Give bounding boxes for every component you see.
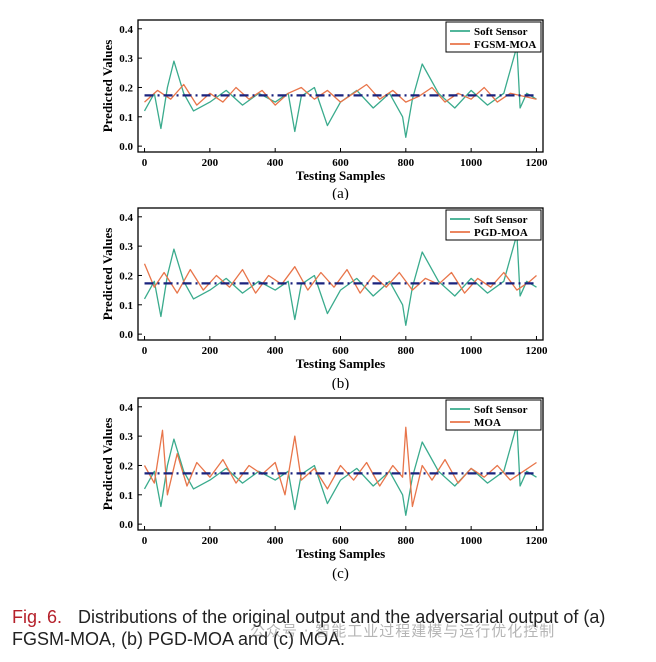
series-line-soft-sensor: [143, 233, 537, 326]
x-tick-label: 1200: [525, 157, 548, 169]
x-tick-label: 600: [332, 345, 349, 357]
y-tick-label: 0.3: [119, 241, 133, 253]
x-tick-label: 200: [202, 157, 219, 169]
y-tick-label: 0.1: [119, 490, 133, 502]
chart-panel-b: 0 200 400 600 800 1000 1200 0.0 0.1 0.2 0.3 0.4 Test…: [0, 200, 656, 392]
series-line-adversarial: [143, 263, 537, 294]
legend-box: [445, 21, 542, 53]
y-tick-label: 0.1: [119, 300, 133, 312]
x-tick-label: 400: [267, 157, 284, 169]
legend-box: [445, 209, 542, 241]
y-axis-label: Predicted Values: [100, 418, 115, 511]
series-line-soft-sensor: [143, 45, 537, 138]
panel-label: (a): [332, 186, 349, 200]
x-tick-label: 600: [332, 157, 349, 169]
x-tick-label: 800: [398, 535, 415, 547]
series-line-adversarial: [143, 426, 537, 508]
chart-panel-a: 0 200 400 600 800 1000 1200 0.0 0.1 0.2 0.3 0.4 Test…: [0, 0, 656, 202]
series-line-soft-sensor: [143, 423, 537, 516]
x-tick-label: 1200: [525, 345, 548, 357]
y-tick-label: 0.3: [119, 431, 133, 443]
x-tick-label: 0: [142, 535, 148, 547]
legend-label: Soft Sensor: [474, 26, 528, 38]
panel-label: (c): [332, 566, 349, 582]
y-tick-label: 0.0: [119, 141, 133, 153]
y-tick-label: 0.1: [119, 112, 133, 124]
y-tick-label: 0.0: [119, 519, 133, 531]
legend-label: MOA: [474, 417, 501, 429]
legend-label: PGD-MOA: [474, 227, 528, 239]
y-axis-label: Predicted Values: [100, 228, 115, 321]
x-tick-label: 800: [398, 345, 415, 357]
x-axis-label: Testing Samples: [296, 356, 385, 371]
x-tick-label: 400: [267, 535, 284, 547]
x-tick-label: 200: [202, 345, 219, 357]
x-tick-label: 0: [142, 157, 148, 169]
legend-box: [445, 399, 542, 431]
y-tick-label: 0.4: [119, 24, 133, 36]
x-axis-label: Testing Samples: [296, 168, 385, 183]
x-tick-label: 200: [202, 535, 219, 547]
chart-a-svg: 0 200 400 600 800 1000 1200 0.0 0.1 0.2 0.3 0.4 Test…: [100, 19, 548, 202]
x-tick-label: 400: [267, 345, 284, 357]
legend-label: Soft Sensor: [474, 214, 528, 226]
x-tick-label: 0: [142, 345, 148, 357]
y-tick-label: 0.2: [119, 82, 133, 94]
legend-label: Soft Sensor: [474, 404, 528, 416]
caption-text: Distributions of the original output and…: [12, 607, 606, 649]
x-tick-label: 1000: [460, 535, 483, 547]
legend-label: FGSM-MOA: [474, 39, 536, 51]
series-line-adversarial: [144, 83, 537, 106]
y-tick-label: 0.3: [119, 53, 133, 65]
x-axis-label: Testing Samples: [296, 546, 385, 561]
chart-b-svg: 0 200 400 600 800 1000 1200 0.0 0.1 0.2 0.3 0.4 Test…: [100, 207, 548, 392]
caption-label: Fig. 6.: [12, 607, 63, 627]
y-tick-label: 0.4: [119, 402, 133, 414]
x-tick-label: 1000: [460, 345, 483, 357]
y-axis-label: Predicted Values: [100, 40, 115, 133]
figure-caption: Fig. 6. Distributions of the original out…: [12, 606, 648, 650]
x-tick-label: 1000: [460, 157, 483, 169]
x-tick-label: 600: [332, 535, 349, 547]
watermark: 公众号 · 智能工业过程建模与运行优化控制: [250, 622, 556, 640]
chart-panel-c: 0 200 400 600 800 1000 1200 0.0 0.1 0.2 0.3 0.4 Test…: [0, 390, 656, 590]
y-tick-label: 0.2: [119, 270, 133, 282]
panel-label: (b): [332, 376, 350, 390]
x-tick-label: 800: [398, 157, 415, 169]
y-tick-label: 0.2: [119, 460, 133, 472]
y-tick-label: 0.4: [119, 212, 133, 224]
chart-c-svg: 0 200 400 600 800 1000 1200 0.0 0.1 0.2 0.3 0.4 Test…: [100, 397, 548, 582]
x-tick-label: 1200: [525, 535, 548, 547]
y-tick-label: 0.0: [119, 329, 133, 341]
